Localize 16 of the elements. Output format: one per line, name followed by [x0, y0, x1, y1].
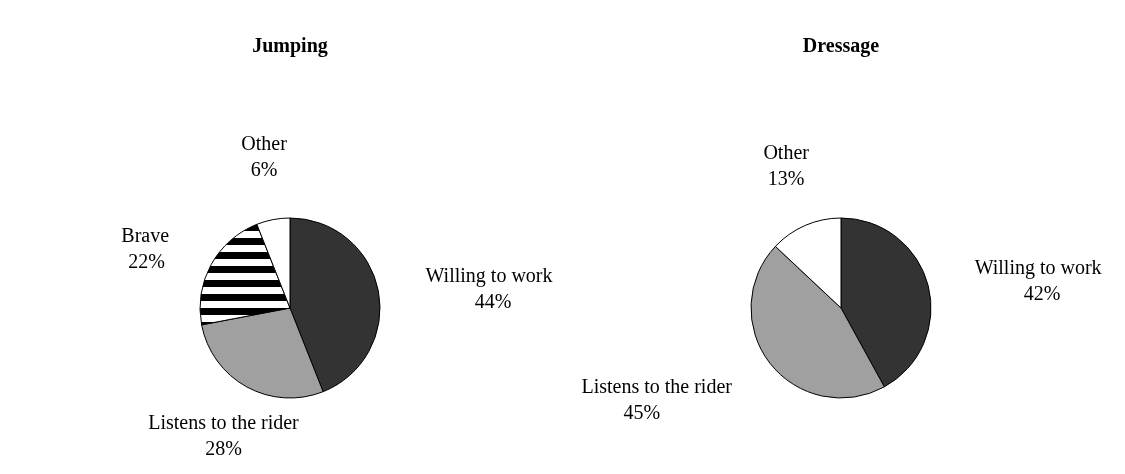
data-label: 45%: [623, 400, 661, 423]
slice-label: Other: [763, 141, 810, 164]
data-label: 22%: [128, 249, 165, 272]
slice-label: Listens to the rider: [581, 374, 733, 397]
data-label: 6%: [250, 158, 278, 181]
slice-label: Willing to work: [425, 264, 553, 288]
chart-title: Dressage: [802, 34, 880, 57]
data-label: 13%: [767, 167, 805, 190]
slice-label: Brave: [121, 223, 170, 246]
slice-label: Listens to the rider: [148, 410, 300, 433]
slice-label: Willing to work: [974, 255, 1102, 279]
data-label: 28%: [205, 436, 242, 459]
data-label: 44%: [474, 290, 512, 313]
slice-label: Other: [241, 132, 288, 155]
data-label: 42%: [1023, 281, 1061, 304]
chart-title: Jumping: [252, 34, 328, 57]
